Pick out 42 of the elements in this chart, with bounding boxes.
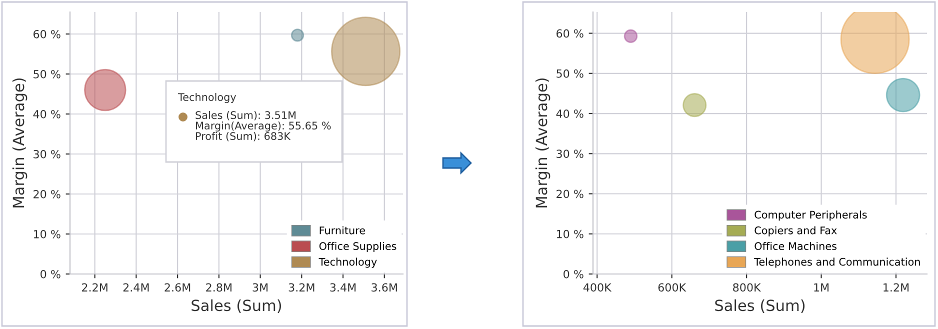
y-tick-label: 10 % — [556, 230, 584, 238]
x-axis-title: Sales (Sum) — [192, 299, 282, 313]
y-axis-title: Margin (Average) — [12, 78, 28, 208]
x-tick-label: 2.2M — [82, 283, 108, 292]
legend-label: Computer Peripherals — [754, 210, 867, 221]
legend-label: Technology — [318, 258, 377, 268]
x-tick-label: 600K — [658, 283, 686, 292]
y-tick-label: 20 % — [34, 190, 60, 198]
y-tick-label: 50 % — [34, 70, 60, 78]
x-tick-label: 1M — [814, 283, 829, 292]
x-tick-label: 2.4M — [123, 283, 149, 292]
annotation: Margin(Average): 55.65 % — [196, 121, 331, 132]
y-tick-label: 0 % — [564, 270, 584, 278]
x-tick-label: 3.4M — [330, 283, 356, 292]
annotation: Technology — [178, 92, 236, 104]
y-tick-label: 40 % — [33, 110, 60, 118]
legend-label: Telephones and Communication — [754, 258, 920, 268]
legend-label: Furniture — [320, 226, 366, 234]
legend-label: Copiers and Fax — [754, 226, 837, 236]
x-tick-label: 2.6M — [164, 283, 190, 292]
legend-label: Office Supplies — [319, 242, 396, 252]
x-tick-label: 3.6M — [372, 283, 397, 292]
x-tick-label: 1.2M — [884, 283, 909, 292]
y-tick-label: 60 % — [556, 29, 584, 38]
y-tick-label: 10 % — [34, 230, 60, 238]
y-tick-label: 50 % — [556, 69, 584, 78]
annotation: Sales (Sum): 3.51M — [196, 111, 296, 120]
annotation: Profit (Sum): 683K — [196, 132, 291, 142]
y-tick-label: 20 % — [556, 190, 584, 198]
x-tick-label: 2.8M — [206, 283, 232, 292]
y-tick-label: 30 % — [34, 150, 60, 158]
y-tick-label: 40 % — [556, 109, 584, 118]
y-tick-label: 60 % — [34, 30, 60, 38]
x-axis-title: Sales (Sum) — [715, 299, 805, 313]
x-tick-label: 400K — [583, 283, 612, 292]
y-axis-title: Margin (Average) — [535, 78, 550, 208]
x-tick-label: 800K — [733, 283, 762, 292]
legend-label: Office Machines — [754, 242, 836, 250]
y-tick-label: 30 % — [556, 150, 584, 158]
x-tick-label: 3M — [252, 283, 268, 292]
y-tick-label: 0 % — [40, 270, 60, 278]
x-tick-label: 3.2M — [288, 283, 314, 292]
